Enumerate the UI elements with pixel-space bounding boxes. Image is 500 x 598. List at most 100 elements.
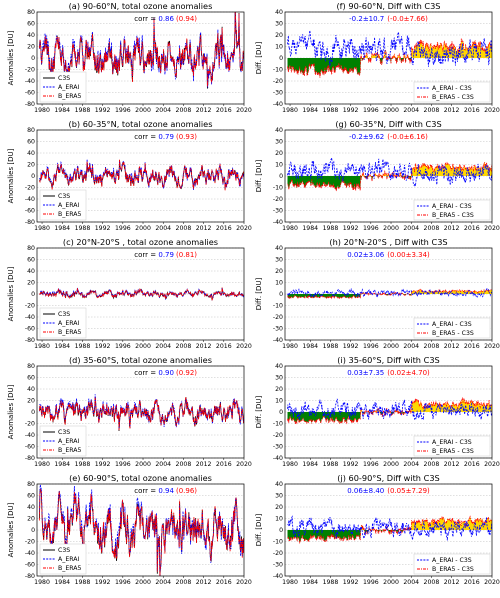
panel-title: (b) 60-35°N, total ozone anomalies	[69, 119, 213, 129]
negative-diff-fill	[287, 294, 492, 299]
y-axis-label: Anomalies [DU]	[7, 148, 15, 203]
legend-box	[413, 435, 491, 457]
y-axis-label: Diff. [DU]	[255, 159, 263, 192]
legend-erai-diff-label: A_ERAI - C3S	[432, 439, 472, 446]
series-era5-line	[39, 489, 244, 576]
x-tick-label: 1992	[95, 343, 111, 350]
panel-c: (c) 20°N-20°S , total ozone anomalies 80 6…	[7, 237, 252, 350]
x-tick-label: 2004	[155, 579, 171, 586]
y-tick-label: 60	[27, 257, 35, 264]
legend-erai-label: A_ERAI	[58, 84, 80, 91]
x-tick-label: 1996	[363, 343, 379, 350]
y-tick-label: -40	[25, 550, 35, 557]
legend-c3s-label: C3S	[58, 311, 70, 318]
panel-h: (h) 20°N-20°S , Diff with C3S 40 30 20 10 0 -1…	[255, 237, 500, 350]
x-tick-label: 1984	[302, 107, 318, 114]
x-tick-label: 1980	[34, 579, 50, 586]
x-tick-label: 2004	[155, 225, 171, 232]
plot-area	[39, 394, 244, 432]
x-tick-label: 1980	[34, 343, 50, 350]
x-tick-label: 2012	[196, 225, 212, 232]
corr-erai: 0.79	[158, 251, 174, 259]
series-era5-line	[39, 12, 244, 87]
x-tick-label: 2008	[424, 225, 440, 232]
x-tick-label: 2016	[464, 343, 480, 350]
x-tick-label: 2020	[236, 461, 252, 468]
x-tick-label: 1992	[343, 107, 359, 114]
legend-c3s-label: C3S	[58, 547, 70, 554]
plot-area	[39, 287, 244, 301]
corr-prefix: corr =	[134, 15, 158, 23]
x-tick-label: 1984	[54, 107, 70, 114]
legend-era5-diff-label: B_ERA5 - C3S	[432, 448, 474, 455]
y-tick-label: 10	[275, 516, 283, 523]
legend-erai-diff-label: A_ERAI - C3S	[432, 557, 472, 564]
legend: C3S A_ERAI B_ERA5	[39, 543, 87, 575]
series-era5-diff-line	[287, 515, 492, 545]
y-tick-label: 10	[275, 398, 283, 405]
x-tick-label: 1996	[115, 343, 131, 350]
x-tick-label: 1988	[323, 225, 339, 232]
x-tick-label: 1996	[115, 225, 131, 232]
x-tick-label: 2004	[403, 225, 419, 232]
plot-area	[287, 287, 492, 300]
x-tick-label: 2000	[383, 343, 399, 350]
legend-erai-label: A_ERAI	[58, 320, 80, 327]
series-era5-line	[39, 397, 244, 431]
x-tick-label: 1984	[302, 343, 318, 350]
stat-era5: (-0.0±6.16)	[387, 133, 428, 141]
corr-erai: 0.90	[158, 369, 174, 377]
y-tick-label: -20	[273, 78, 283, 85]
x-tick-label: 2012	[196, 343, 212, 350]
x-tick-label: 1996	[363, 225, 379, 232]
x-tick-label: 1980	[282, 579, 298, 586]
stat-erai: -0.2±10.7	[349, 15, 384, 23]
y-tick-label: -20	[273, 432, 283, 439]
x-tick-label: 2004	[155, 343, 171, 350]
corr-erai: 0.94	[158, 487, 174, 495]
y-tick-label: 20	[275, 32, 283, 39]
x-tick-label: 1988	[75, 225, 91, 232]
y-tick-label: 0	[279, 527, 283, 534]
panel-title: (i) 35-60°S, Diff with C3S	[337, 355, 439, 365]
plot-area	[39, 12, 244, 89]
y-tick-label: -10	[273, 185, 283, 192]
y-tick-label: 40	[275, 481, 283, 488]
y-tick-label: -10	[273, 421, 283, 428]
y-tick-label: -60	[25, 444, 35, 451]
y-tick-label: 0	[279, 409, 283, 416]
y-tick-label: -30	[273, 562, 283, 569]
y-tick-label: -60	[25, 326, 35, 333]
x-tick-label: 1996	[363, 579, 379, 586]
y-tick-label: -20	[25, 539, 35, 546]
x-tick-label: 2000	[383, 579, 399, 586]
stat-era5: (0.00±3.34)	[387, 251, 430, 259]
series-era5-diff-line	[287, 161, 492, 192]
panel-title: (j) 60-90°S, Diff with C3S	[337, 473, 439, 483]
legend-era5-label: B_ERA5	[58, 447, 82, 454]
y-tick-label: -40	[25, 196, 35, 203]
x-tick-label: 2012	[196, 461, 212, 468]
y-tick-label: 30	[275, 257, 283, 264]
x-tick-label: 2020	[484, 579, 500, 586]
x-tick-label: 1980	[34, 461, 50, 468]
x-tick-label: 2008	[176, 107, 192, 114]
x-tick-label: 2008	[424, 461, 440, 468]
y-tick-label: 20	[27, 44, 35, 51]
x-tick-label: 2020	[484, 225, 500, 232]
x-tick-label: 2004	[155, 107, 171, 114]
x-tick-label: 1980	[282, 343, 298, 350]
y-tick-label: 0	[279, 55, 283, 62]
y-tick-label: -30	[273, 326, 283, 333]
panel-title: (a) 90-60°N, total ozone anomalies	[69, 1, 213, 11]
stat-erai: 0.02±3.06	[347, 251, 385, 259]
legend-erai-diff-label: A_ERAI - C3S	[432, 321, 472, 328]
correlation-annotation: corr = 0.79 (0.93)	[134, 133, 197, 141]
y-tick-label: 80	[27, 481, 35, 488]
stat-erai: 0.03±7.35	[347, 369, 384, 377]
x-tick-label: 1988	[323, 343, 339, 350]
y-tick-label: 0	[279, 291, 283, 298]
x-tick-label: 2000	[135, 107, 151, 114]
stat-era5: (-0.0±7.66)	[387, 15, 428, 23]
x-tick-label: 2000	[383, 461, 399, 468]
